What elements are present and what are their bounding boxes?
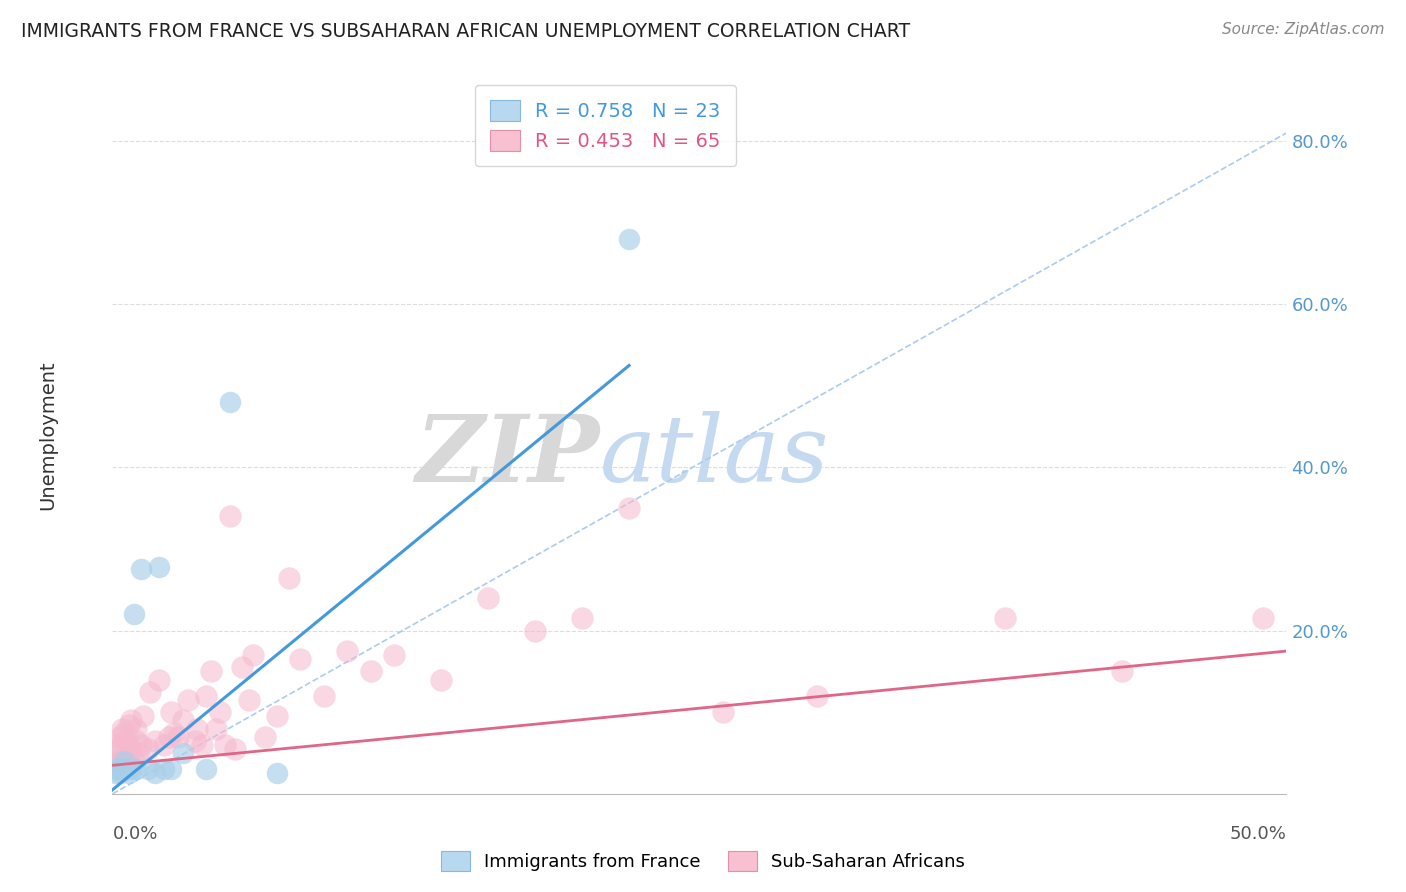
Point bbox=[1111, 665, 1133, 679]
Point bbox=[111, 763, 134, 777]
Point bbox=[127, 746, 149, 760]
Point bbox=[231, 660, 253, 674]
Point bbox=[129, 562, 152, 576]
Point bbox=[125, 734, 148, 748]
Point bbox=[214, 738, 236, 752]
Point bbox=[118, 766, 141, 780]
Point bbox=[112, 725, 135, 739]
Point bbox=[108, 763, 131, 777]
Legend: R = 0.758   N = 23, R = 0.453   N = 65: R = 0.758 N = 23, R = 0.453 N = 65 bbox=[475, 86, 735, 166]
Point bbox=[120, 714, 142, 728]
Point bbox=[136, 742, 159, 756]
Point bbox=[122, 754, 145, 768]
Point bbox=[157, 730, 180, 744]
Point bbox=[254, 730, 277, 744]
Point bbox=[617, 501, 640, 516]
Point bbox=[360, 665, 382, 679]
Point bbox=[104, 754, 127, 768]
Point bbox=[143, 766, 166, 780]
Point bbox=[336, 644, 359, 658]
Point bbox=[806, 689, 828, 703]
Point bbox=[167, 730, 190, 744]
Point bbox=[120, 742, 142, 756]
Point bbox=[277, 571, 299, 585]
Point bbox=[162, 725, 184, 739]
Point bbox=[160, 763, 183, 777]
Point bbox=[382, 648, 405, 662]
Point bbox=[118, 746, 141, 760]
Point bbox=[132, 709, 155, 723]
Point bbox=[312, 689, 335, 703]
Legend: Immigrants from France, Sub-Saharan Africans: Immigrants from France, Sub-Saharan Afri… bbox=[433, 844, 973, 879]
Point bbox=[224, 742, 246, 756]
Point bbox=[136, 763, 159, 777]
Point bbox=[118, 717, 141, 731]
Point bbox=[115, 763, 138, 777]
Text: 50.0%: 50.0% bbox=[1230, 825, 1286, 843]
Point bbox=[125, 763, 148, 777]
Point bbox=[183, 734, 205, 748]
Point bbox=[111, 754, 134, 768]
Point bbox=[148, 560, 170, 574]
Point bbox=[209, 706, 232, 720]
Point bbox=[176, 693, 198, 707]
Point bbox=[218, 395, 242, 409]
Point bbox=[172, 714, 194, 728]
Point bbox=[242, 648, 264, 662]
Text: 0.0%: 0.0% bbox=[112, 825, 157, 843]
Point bbox=[524, 624, 547, 638]
Point bbox=[143, 734, 166, 748]
Point bbox=[108, 730, 131, 744]
Point bbox=[111, 738, 134, 752]
Point bbox=[290, 652, 312, 666]
Point bbox=[105, 758, 128, 772]
Point bbox=[111, 722, 134, 736]
Point bbox=[200, 665, 222, 679]
Point bbox=[190, 738, 212, 752]
Text: ZIP: ZIP bbox=[415, 411, 600, 501]
Point bbox=[186, 722, 208, 736]
Point bbox=[129, 738, 152, 752]
Point bbox=[105, 742, 128, 756]
Point bbox=[195, 689, 218, 703]
Text: atlas: atlas bbox=[600, 411, 830, 501]
Point bbox=[122, 607, 145, 622]
Point bbox=[477, 591, 499, 605]
Point bbox=[430, 673, 453, 687]
Point bbox=[617, 232, 640, 246]
Point bbox=[104, 738, 127, 752]
Point bbox=[204, 722, 226, 736]
Point bbox=[125, 722, 148, 736]
Point bbox=[120, 763, 142, 777]
Point bbox=[238, 693, 260, 707]
Point bbox=[112, 763, 135, 777]
Point bbox=[266, 709, 288, 723]
Point bbox=[148, 673, 170, 687]
Point bbox=[994, 611, 1017, 625]
Point bbox=[112, 754, 135, 768]
Point bbox=[115, 734, 138, 748]
Point bbox=[108, 766, 131, 780]
Point bbox=[172, 746, 194, 760]
Point bbox=[1251, 611, 1274, 625]
Point bbox=[711, 706, 734, 720]
Text: Source: ZipAtlas.com: Source: ZipAtlas.com bbox=[1222, 22, 1385, 37]
Point bbox=[115, 750, 138, 764]
Text: IMMIGRANTS FROM FRANCE VS SUBSAHARAN AFRICAN UNEMPLOYMENT CORRELATION CHART: IMMIGRANTS FROM FRANCE VS SUBSAHARAN AFR… bbox=[21, 22, 910, 41]
Point bbox=[108, 754, 131, 768]
Point bbox=[153, 738, 176, 752]
Point bbox=[104, 766, 127, 780]
Point bbox=[266, 766, 288, 780]
Text: Unemployment: Unemployment bbox=[38, 360, 58, 509]
Point bbox=[139, 685, 162, 699]
Point bbox=[105, 763, 128, 777]
Point bbox=[571, 611, 593, 625]
Point bbox=[112, 758, 135, 772]
Point bbox=[160, 706, 183, 720]
Point bbox=[153, 763, 176, 777]
Point bbox=[195, 763, 218, 777]
Point bbox=[218, 509, 242, 524]
